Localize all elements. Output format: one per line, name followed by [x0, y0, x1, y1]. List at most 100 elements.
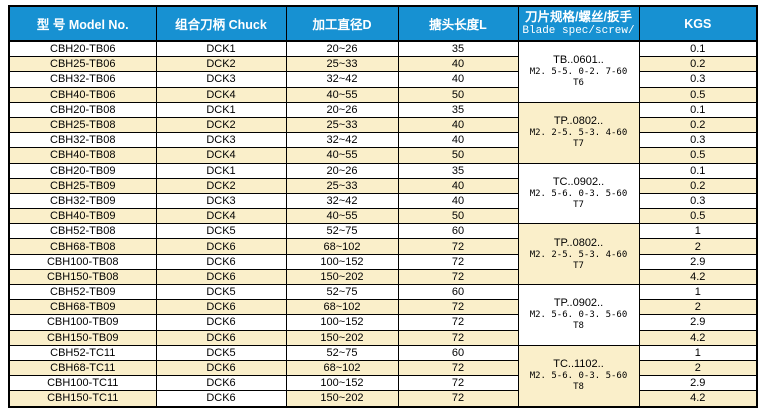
length-cell: 50	[397, 86, 519, 103]
diameter-cell: 150~202	[285, 329, 399, 346]
length-cell: 35	[397, 162, 519, 179]
model-cell: CBH68-TB08	[8, 238, 157, 255]
chuck-cell: DCK1	[155, 162, 287, 179]
diameter-cell: 68~102	[285, 359, 399, 377]
length-cell: 40	[397, 56, 519, 73]
blade-spec-code: TB..0601..	[553, 54, 604, 67]
model-cell: CBH68-TB09	[8, 299, 157, 316]
model-cell: CBH25-TB06	[8, 56, 157, 73]
table-header: 型 号 Model No. 组合刀柄 Chuck 加工直径D 搪头长度L 刀片规…	[8, 5, 758, 42]
kgs-cell: 4.2	[638, 390, 758, 407]
col-header-length: 搪头长度L	[397, 5, 519, 42]
blade-spec-screw: M2. 5-6. 0-3. 5-60	[529, 310, 628, 321]
table-row: CBH32-TB08 DCK3 32~42 40 0.3	[8, 132, 758, 149]
diameter-cell: 150~202	[285, 268, 399, 286]
blade-spec-screw: M2. 5-6. 0-3. 5-60	[529, 188, 628, 199]
blade-spec-cell: TC..0902.. M2. 5-6. 0-3. 5-60 T7	[517, 162, 640, 225]
blade-spec-cell: TP..0902.. M2. 5-6. 0-3. 5-60 T8	[517, 284, 640, 346]
table-row: CBH68-TB08 DCK6 68~102 72 2	[8, 238, 758, 255]
chuck-cell: DCK4	[155, 208, 287, 225]
model-cell: CBH20-TB06	[8, 40, 157, 58]
chuck-cell: DCK5	[155, 223, 287, 240]
kgs-cell: 0.5	[638, 147, 758, 164]
blade-spec-screw: M2. 5-6. 0-3. 5-60	[529, 371, 628, 382]
kgs-cell: 2	[638, 359, 758, 377]
diameter-cell: 25~33	[285, 177, 399, 194]
diameter-cell: 20~26	[285, 162, 399, 179]
model-cell: CBH32-TB09	[8, 192, 157, 210]
model-cell: CBH52-TB09	[8, 283, 157, 301]
diameter-cell: 68~102	[285, 238, 399, 255]
chuck-cell: DCK3	[155, 71, 287, 88]
kgs-cell: 0.3	[638, 71, 758, 88]
kgs-cell: 0.1	[638, 40, 758, 58]
table-row: CBH68-TC11 DCK6 68~102 72 2	[8, 359, 758, 377]
length-cell: 72	[397, 314, 519, 331]
chuck-cell: DCK3	[155, 192, 287, 210]
length-cell: 72	[397, 390, 519, 407]
length-cell: 60	[397, 344, 519, 361]
blade-spec-wrench: T8	[573, 321, 584, 332]
blade-spec-wrench: T6	[573, 78, 584, 89]
length-cell: 40	[397, 192, 519, 210]
length-cell: 72	[397, 268, 519, 286]
model-cell: CBH150-TC11	[8, 390, 157, 407]
length-cell: 40	[397, 71, 519, 88]
diameter-cell: 52~75	[285, 344, 399, 361]
diameter-cell: 40~55	[285, 86, 399, 103]
blade-spec-wrench: T7	[573, 139, 584, 150]
diameter-cell: 32~42	[285, 71, 399, 88]
length-cell: 72	[397, 253, 519, 270]
diameter-cell: 68~102	[285, 299, 399, 316]
kgs-cell: 2.9	[638, 253, 758, 270]
model-cell: CBH40-TB09	[8, 208, 157, 225]
kgs-cell: 2.9	[638, 375, 758, 392]
model-cell: CBH150-TB09	[8, 329, 157, 346]
col-header-blade: 刀片规格/螺丝/扳手 Blade spec/screw/	[517, 5, 640, 42]
model-cell: CBH25-TB08	[8, 116, 157, 134]
diameter-cell: 25~33	[285, 116, 399, 134]
chuck-cell: DCK5	[155, 283, 287, 301]
model-cell: CBH100-TB09	[8, 314, 157, 331]
chuck-cell: DCK6	[155, 375, 287, 392]
length-cell: 72	[397, 329, 519, 346]
diameter-cell: 32~42	[285, 192, 399, 210]
kgs-cell: 1	[638, 223, 758, 240]
kgs-cell: 1	[638, 283, 758, 301]
blade-spec-code: TP..0902..	[553, 297, 604, 310]
blade-spec-code: TP..0802..	[553, 236, 604, 249]
chuck-cell: DCK2	[155, 116, 287, 134]
kgs-cell: 0.1	[638, 162, 758, 179]
kgs-cell: 0.2	[638, 177, 758, 194]
kgs-cell: 4.2	[638, 329, 758, 346]
kgs-cell: 0.2	[638, 116, 758, 134]
col-header-blade-zh: 刀片规格/螺丝/扳手	[525, 10, 632, 24]
table-row: CBH40-TB08 DCK4 40~55 50 0.5	[8, 147, 758, 164]
col-header-model: 型 号 Model No.	[8, 5, 157, 42]
blade-spec-wrench: T7	[573, 260, 584, 271]
diameter-cell: 100~152	[285, 253, 399, 270]
blade-spec-code: TC..0902..	[552, 175, 605, 188]
blade-spec-code: TC..1102..	[553, 358, 604, 371]
length-cell: 72	[397, 299, 519, 316]
model-cell: CBH20-TB09	[8, 162, 157, 179]
length-cell: 35	[397, 40, 519, 58]
table-row: CBH25-TB06 DCK2 25~33 40 0.2	[8, 56, 758, 73]
kgs-cell: 0.5	[638, 208, 758, 225]
chuck-cell: DCK2	[155, 56, 287, 73]
model-cell: CBH40-TB08	[8, 147, 157, 164]
kgs-cell: 0.3	[638, 132, 758, 149]
blade-spec-screw: M2. 5-5. 0-2. 7-60	[529, 67, 628, 78]
length-cell: 40	[397, 132, 519, 149]
kgs-cell: 0.2	[638, 56, 758, 73]
diameter-cell: 150~202	[285, 390, 399, 407]
table-row: CBH100-TB08 DCK6 100~152 72 2.9	[8, 253, 758, 270]
blade-spec-code: TP..0802..	[553, 115, 604, 128]
length-cell: 50	[397, 208, 519, 225]
kgs-cell: 1	[638, 344, 758, 361]
diameter-cell: 32~42	[285, 132, 399, 149]
spec-table: 型 号 Model No. 组合刀柄 Chuck 加工直径D 搪头长度L 刀片规…	[8, 5, 758, 408]
model-cell: CBH52-TB08	[8, 223, 157, 240]
model-cell: CBH100-TC11	[8, 375, 157, 392]
